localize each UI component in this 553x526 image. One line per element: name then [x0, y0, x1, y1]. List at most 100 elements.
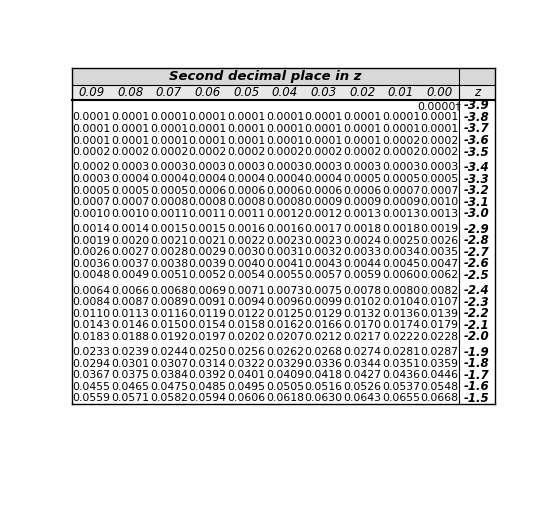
Text: 0.0002: 0.0002	[150, 147, 188, 157]
Text: 0.0004: 0.0004	[266, 174, 304, 184]
Text: 0.0013: 0.0013	[382, 209, 420, 219]
Text: 0.0002: 0.0002	[189, 147, 227, 157]
Text: 0.0001: 0.0001	[343, 136, 382, 146]
Text: 0.0329: 0.0329	[266, 359, 304, 369]
Text: 0.0113: 0.0113	[111, 309, 149, 319]
Text: 0.0084: 0.0084	[72, 297, 111, 307]
Text: 0.0475: 0.0475	[150, 382, 188, 392]
Text: 0.0618: 0.0618	[266, 393, 304, 403]
Text: 0.0001: 0.0001	[420, 124, 459, 134]
Text: 0.0068: 0.0068	[150, 286, 188, 296]
Text: 0.0012: 0.0012	[266, 209, 304, 219]
Text: 0.0001: 0.0001	[150, 136, 188, 146]
Text: 0.0505: 0.0505	[266, 382, 304, 392]
Text: 0.0110: 0.0110	[72, 309, 111, 319]
Text: 0.0069: 0.0069	[189, 286, 227, 296]
Text: 0.0023: 0.0023	[266, 236, 304, 246]
Bar	[459, 68, 494, 85]
Text: 0.0009: 0.0009	[305, 197, 343, 207]
Text: 0.0066: 0.0066	[111, 286, 149, 296]
Text: 0.0036: 0.0036	[72, 259, 111, 269]
Text: 0.0006: 0.0006	[189, 186, 227, 196]
Text: 0.0005: 0.0005	[343, 174, 382, 184]
Text: 0.0392: 0.0392	[189, 370, 227, 380]
Text: 0.0048: 0.0048	[72, 270, 111, 280]
Text: 0.0102: 0.0102	[343, 297, 382, 307]
Text: 0.0001: 0.0001	[266, 124, 304, 134]
Text: 0.0001: 0.0001	[189, 136, 227, 146]
Text: 0.0548: 0.0548	[421, 382, 458, 392]
Text: 0.0007: 0.0007	[420, 186, 459, 196]
Text: 0.0091: 0.0091	[189, 297, 227, 307]
Text: 0.08: 0.08	[117, 86, 143, 99]
Text: 0.0044: 0.0044	[343, 259, 382, 269]
Text: 0.0007: 0.0007	[382, 186, 420, 196]
Text: -3.3: -3.3	[464, 173, 489, 186]
Text: 0.0002: 0.0002	[420, 147, 459, 157]
Text: 0.0008: 0.0008	[150, 197, 188, 207]
Text: 0.0001: 0.0001	[266, 136, 304, 146]
Text: 0.0207: 0.0207	[266, 332, 304, 342]
Text: 0.0003: 0.0003	[420, 163, 459, 173]
Text: 0.0268: 0.0268	[305, 347, 343, 357]
Text: 0.0003: 0.0003	[266, 163, 304, 173]
Text: 0.0004: 0.0004	[150, 174, 188, 184]
Text: 0.0465: 0.0465	[111, 382, 149, 392]
Text: 0.0256: 0.0256	[227, 347, 265, 357]
Text: 0.0051: 0.0051	[150, 270, 188, 280]
Text: 0.0526: 0.0526	[343, 382, 381, 392]
Text: 0.0281: 0.0281	[382, 347, 420, 357]
Text: 0.0015: 0.0015	[189, 224, 227, 234]
Text: 0.0655: 0.0655	[382, 393, 420, 403]
Text: 0.0436: 0.0436	[382, 370, 420, 380]
Text: 0.0001: 0.0001	[305, 124, 343, 134]
Text: 0.0028: 0.0028	[150, 247, 188, 257]
Text: 0.0029: 0.0029	[189, 247, 227, 257]
Text: 0.0136: 0.0136	[382, 309, 420, 319]
Text: -1.8: -1.8	[464, 357, 489, 370]
Text: 0.0307: 0.0307	[150, 359, 188, 369]
Text: 0.0001: 0.0001	[305, 136, 343, 146]
Text: -1.7: -1.7	[464, 369, 489, 382]
Text: z: z	[474, 86, 480, 99]
Text: 0.0089: 0.0089	[150, 297, 188, 307]
Text: 0.0002: 0.0002	[111, 147, 149, 157]
Text: 0.0037: 0.0037	[111, 259, 149, 269]
Text: 0.0125: 0.0125	[266, 309, 304, 319]
Text: 0.0495: 0.0495	[227, 382, 265, 392]
Text: 0.0025: 0.0025	[382, 236, 420, 246]
Text: 0.0007: 0.0007	[111, 197, 149, 207]
Text: 0.0643: 0.0643	[343, 393, 381, 403]
Text: 0.0217: 0.0217	[343, 332, 381, 342]
Text: 0.0003: 0.0003	[150, 163, 188, 173]
Text: 0.0018: 0.0018	[343, 224, 382, 234]
Text: -2.9: -2.9	[464, 222, 489, 236]
Text: 0.0630: 0.0630	[305, 393, 343, 403]
Text: 0.0016: 0.0016	[227, 224, 265, 234]
Text: 0.0005: 0.0005	[72, 186, 111, 196]
Text: 0.0010: 0.0010	[111, 209, 149, 219]
Text: 0.0003: 0.0003	[72, 174, 111, 184]
Text: 0.0043: 0.0043	[305, 259, 343, 269]
Text: 0.0001: 0.0001	[111, 113, 149, 123]
Text: 0.0001: 0.0001	[111, 124, 149, 134]
Text: 0.0047: 0.0047	[420, 259, 458, 269]
Text: -3.1: -3.1	[464, 196, 489, 209]
Text: 0.0351: 0.0351	[382, 359, 420, 369]
Text: 0.0001: 0.0001	[343, 124, 382, 134]
Text: 0.0001: 0.0001	[382, 124, 420, 134]
Text: -2.0: -2.0	[464, 330, 489, 343]
Bar	[72, 85, 494, 100]
Text: 0.0116: 0.0116	[150, 309, 188, 319]
Text: 0.0015: 0.0015	[150, 224, 188, 234]
Text: 0.0001: 0.0001	[266, 113, 304, 123]
Text: 0.0009: 0.0009	[343, 197, 382, 207]
Text: 0.0002: 0.0002	[343, 147, 382, 157]
Text: 0.0001: 0.0001	[150, 113, 188, 123]
Text: 0.0239: 0.0239	[111, 347, 149, 357]
Text: -1.9: -1.9	[464, 346, 489, 359]
Text: 0.0007: 0.0007	[72, 197, 111, 207]
Text: 0.0071: 0.0071	[227, 286, 265, 296]
Text: 0.0001: 0.0001	[227, 136, 265, 146]
Text: -3.5: -3.5	[464, 146, 489, 158]
